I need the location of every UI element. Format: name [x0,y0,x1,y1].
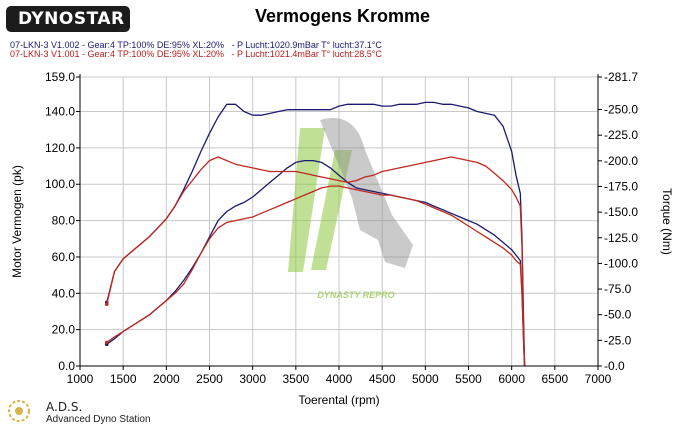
x-tick-label: 2500 [196,372,223,386]
run-info-2: 07-LKN-3 V1.001 - Gear:4 TP:100% DE:95% … [10,49,382,59]
watermark-silhouette [320,118,413,268]
run-info-1: 07-LKN-3 V1.002 - Gear:4 TP:100% DE:95% … [10,40,382,50]
watermark-text: DYNASTY REPRO [317,290,394,300]
brand-name: DYNOSTAR [18,9,125,29]
watermark-mark [288,128,325,272]
chart-title: Vermogens Kromme [254,6,431,26]
y2-tick-label: -281.7 [604,70,638,84]
x-tick-label: 5000 [412,372,439,386]
y-tick-label: 20.0 [52,323,76,337]
x-tick-label: 3500 [282,372,309,386]
x-tick-label: 4000 [326,372,353,386]
y-tick-label: 120.0 [45,141,75,155]
series-line-1 [106,159,526,367]
footer-abbr: A.D.S. [46,400,83,414]
y2-tick-label: -175.0 [604,179,638,193]
series-start-marker-3 [104,340,109,345]
x-tick-label: 5500 [455,372,482,386]
ads-logo-icon [8,400,30,422]
series-line-4 [106,156,526,367]
series-line-3 [106,185,526,367]
y-tick-label: 140.0 [45,105,75,119]
x-tick-label: 4500 [369,372,396,386]
y2-tick-label: -200.0 [604,154,638,168]
footer-station-name: Advanced Dyno Station [46,414,151,425]
y2-tick-label: -75.0 [604,282,632,296]
y-tick-label: 80.0 [52,214,76,228]
brand-sub: s.r.l. [119,27,129,33]
y-tick-label: 40.0 [52,286,76,300]
x-tick-label: 6000 [498,372,525,386]
y2-tick-label: -25.0 [604,333,632,347]
y-tick-label: 159.0 [45,70,75,84]
y-tick-label: 60.0 [52,250,76,264]
y2-tick-label: -250.0 [604,103,638,117]
y-tick-label: 0.0 [58,359,75,373]
x-tick-label: 7000 [585,372,612,386]
y2-axis-label: Torque (Nm) [660,188,674,255]
y2-tick-label: -100.0 [604,256,638,270]
x-tick-label: 3000 [239,372,266,386]
y2-tick-label: -125.0 [604,231,638,245]
x-axis-label: Toerental (rpm) [298,393,379,407]
x-tick-label: 6500 [541,372,568,386]
y2-tick-label: -0.0 [604,359,625,373]
x-tick-label: 2000 [153,372,180,386]
y2-tick-label: -225.0 [604,128,638,142]
y2-tick-label: -50.0 [604,308,632,322]
x-tick-label: 1000 [67,372,94,386]
watermark-mark [311,150,352,270]
series-start-marker-4 [104,302,109,307]
dynostar-logo: DYNOSTAR [6,6,130,32]
x-tick-label: 1500 [110,372,137,386]
y-axis-label: Motor Vermogen (pk) [10,165,24,278]
y-tick-label: 100.0 [45,177,75,191]
y2-tick-label: -150.0 [604,205,638,219]
